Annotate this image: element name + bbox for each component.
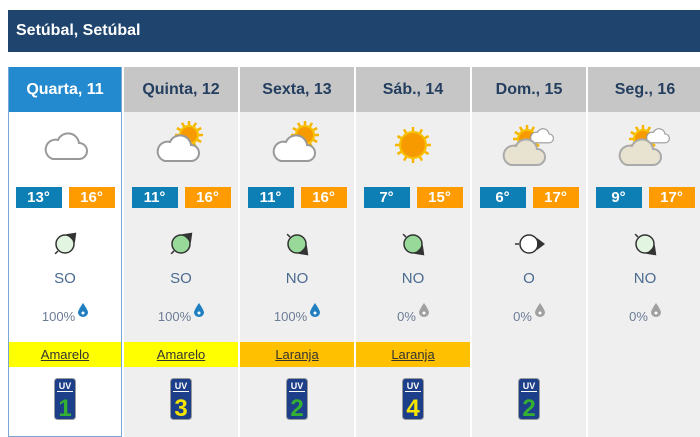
temp-min: 13° xyxy=(15,187,62,208)
wind-direction-icon xyxy=(356,227,470,261)
temp-min: 11° xyxy=(131,187,178,208)
precipitation: 0% xyxy=(513,309,532,324)
svg-text:UV: UV xyxy=(407,381,420,391)
sun-cloud-icon xyxy=(240,119,354,169)
temp-min: 7° xyxy=(363,187,410,208)
svg-text:2: 2 xyxy=(522,395,535,420)
uv-index-badge: UV 2 xyxy=(472,378,586,420)
day-column: Quinta, 12 11° 16° SO 100% Amarelo UV 3 xyxy=(124,67,238,437)
wind-direction: NO xyxy=(633,270,657,287)
precipitation: 100% xyxy=(157,309,192,324)
temp-max: 15° xyxy=(416,187,463,208)
location-title: Setúbal, Setúbal xyxy=(8,10,700,52)
temp-max: 17° xyxy=(648,187,695,208)
day-tab[interactable]: Quarta, 11 xyxy=(9,67,121,112)
day-tab[interactable]: Dom., 15 xyxy=(472,67,586,112)
cloud-icon xyxy=(9,119,121,169)
raindrop-icon xyxy=(194,303,205,317)
wind-direction: O xyxy=(523,270,535,287)
precipitation: 0% xyxy=(629,309,648,324)
sun-cloud-icon xyxy=(124,119,238,169)
temp-min: 11° xyxy=(247,187,294,208)
raindrop-icon xyxy=(78,303,89,317)
uv-index-badge: UV 1 xyxy=(9,378,121,420)
warning-link[interactable]: Laranja xyxy=(240,342,354,367)
day-column: Sexta, 13 11° 16° NO 100% Laranja UV 2 xyxy=(240,67,354,437)
temp-max: 16° xyxy=(300,187,347,208)
uv-index-badge: UV 4 xyxy=(356,378,470,420)
day-column: Sáb., 14 7° 15° NO 0% Laranja UV 4 xyxy=(356,67,470,437)
uv-index-badge: UV 2 xyxy=(240,378,354,420)
temp-max: 16° xyxy=(68,187,115,208)
wind-direction: SO xyxy=(170,270,192,287)
raindrop-icon xyxy=(650,303,661,317)
wind-direction-icon xyxy=(240,227,354,261)
day-tab[interactable]: Quinta, 12 xyxy=(124,67,238,112)
wind-direction-icon xyxy=(124,227,238,261)
raindrop-icon xyxy=(418,303,429,317)
sun-clouds-icon xyxy=(588,119,700,169)
temp-min: 6° xyxy=(479,187,526,208)
svg-text:UV: UV xyxy=(291,381,304,391)
svg-text:UV: UV xyxy=(175,381,188,391)
warning-link[interactable]: Amarelo xyxy=(9,342,121,367)
wind-direction: SO xyxy=(54,270,76,287)
warning-link[interactable]: Laranja xyxy=(356,342,470,367)
day-tab[interactable]: Seg., 16 xyxy=(588,67,700,112)
day-column: Quarta, 11 13° 16° SO 100% Amarelo UV 1 xyxy=(8,67,122,437)
wind-direction: NO xyxy=(401,270,425,287)
svg-text:3: 3 xyxy=(174,395,187,420)
temp-min: 9° xyxy=(595,187,642,208)
warning-link[interactable]: Amarelo xyxy=(124,342,238,367)
forecast-columns: Quarta, 11 13° 16° SO 100% Amarelo UV 1 Quint… xyxy=(8,67,700,437)
precipitation: 100% xyxy=(41,309,76,324)
svg-text:4: 4 xyxy=(406,395,420,420)
sun-icon xyxy=(356,119,470,169)
wind-direction-icon xyxy=(588,227,700,261)
svg-text:UV: UV xyxy=(523,381,536,391)
uv-index-badge: UV 3 xyxy=(124,378,238,420)
raindrop-icon xyxy=(534,303,545,317)
day-tab[interactable]: Sáb., 14 xyxy=(356,67,470,112)
svg-text:2: 2 xyxy=(290,395,303,420)
temp-max: 16° xyxy=(184,187,231,208)
temp-max: 17° xyxy=(532,187,579,208)
svg-text:1: 1 xyxy=(58,395,71,420)
wind-direction-icon xyxy=(9,227,121,261)
day-column: Seg., 16 9° 17° NO 0% xyxy=(588,67,700,437)
wind-direction: NO xyxy=(285,270,309,287)
precipitation: 0% xyxy=(397,309,416,324)
wind-direction-icon xyxy=(472,227,586,261)
day-tab[interactable]: Sexta, 13 xyxy=(240,67,354,112)
day-column: Dom., 15 6° 17° O 0% UV 2 xyxy=(472,67,586,437)
raindrop-icon xyxy=(310,303,321,317)
svg-text:UV: UV xyxy=(59,381,72,391)
sun-clouds-icon xyxy=(472,119,586,169)
precipitation: 100% xyxy=(273,309,308,324)
